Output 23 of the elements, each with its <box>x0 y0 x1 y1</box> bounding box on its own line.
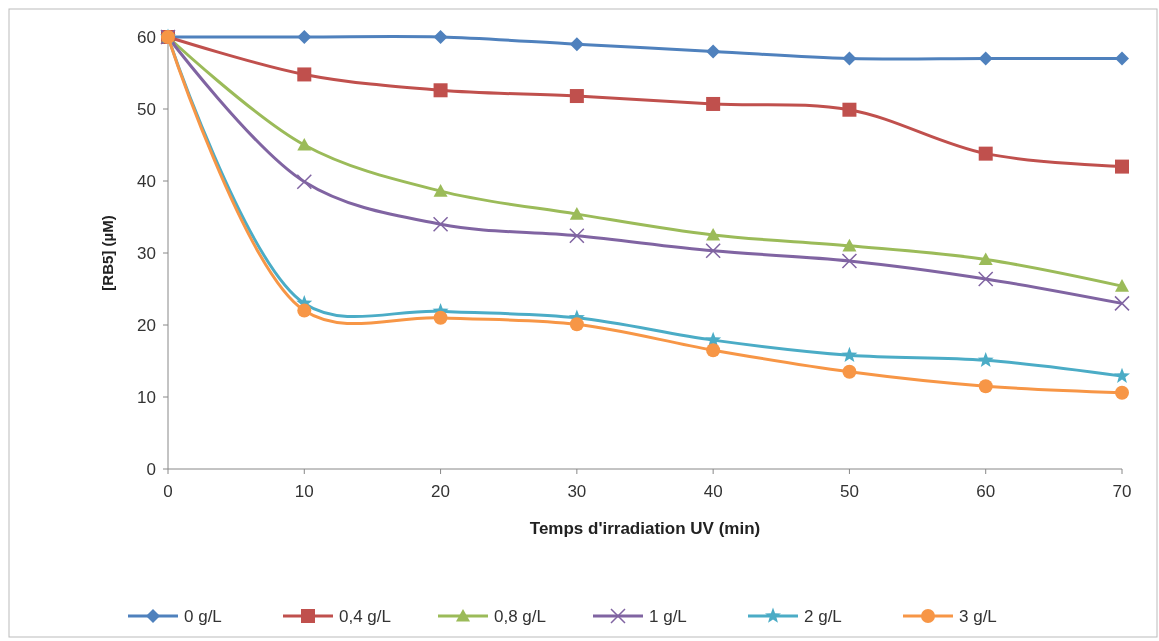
legend-label: 0,4 g/L <box>339 606 391 626</box>
y-axis-title: [RB5] (µM) <box>99 215 116 291</box>
y-tick-label: 0 <box>146 459 156 479</box>
x-tick-label: 10 <box>294 482 314 501</box>
x-tick-label: 50 <box>839 482 859 501</box>
x-axis-title: Temps d'irradiation UV (min) <box>529 519 761 538</box>
legend-label: 0 g/L <box>184 606 222 626</box>
y-tick-label: 10 <box>137 387 156 407</box>
x-tick-label: 30 <box>567 482 587 501</box>
x-tick-label: 40 <box>703 482 723 501</box>
legend-label: 1 g/L <box>649 606 687 626</box>
legend-label: 0,8 g/L <box>494 606 546 626</box>
x-tick-label: 60 <box>976 482 996 501</box>
y-tick-label: 40 <box>137 171 156 191</box>
legend-label: 3 g/L <box>959 606 997 626</box>
x-tick-label: 70 <box>1112 482 1132 501</box>
x-tick-label: 0 <box>163 482 173 501</box>
legend-label: 2 g/L <box>804 606 842 626</box>
x-tick-label: 20 <box>431 482 451 501</box>
y-tick-label: 30 <box>137 243 156 263</box>
y-tick-label: 20 <box>137 315 156 335</box>
y-tick-label: 60 <box>137 27 156 47</box>
y-tick-label: 50 <box>137 99 156 119</box>
